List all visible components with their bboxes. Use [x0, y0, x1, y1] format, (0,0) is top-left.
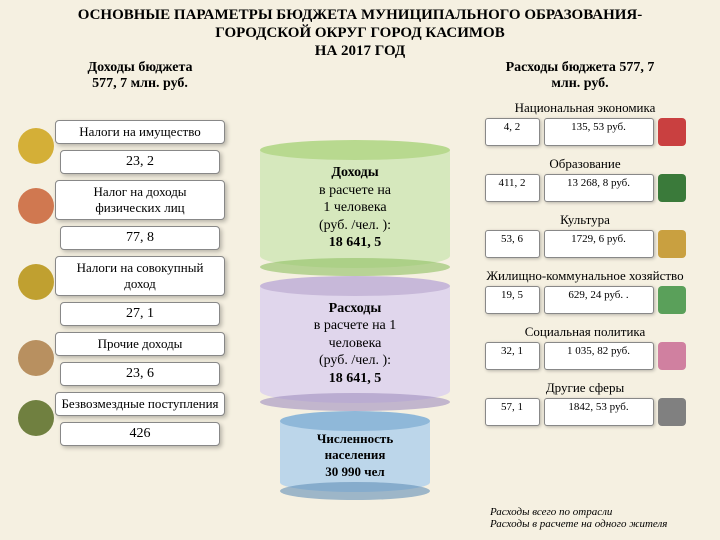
income-item: Налог на доходы физических лиц 77, 8	[20, 180, 230, 250]
income-sub1: в расчете на	[268, 182, 442, 200]
title-line2: ГОРОДСКОЙ ОКРУГ ГОРОД КАСИМОВ	[8, 24, 712, 42]
income-item: Прочие доходы 23, 6	[20, 332, 230, 386]
expense-total: 32, 1	[485, 342, 540, 370]
expense-total: 53, 6	[485, 230, 540, 258]
cyl-bot	[260, 393, 450, 411]
expense-item: Другие сферы 57, 11842, 53 руб.	[465, 380, 705, 426]
expense-item-title: Другие сферы	[465, 380, 705, 396]
income-val: 18 641, 5	[268, 234, 442, 252]
expense-item-values: 57, 11842, 53 руб.	[465, 398, 705, 426]
expense-total: 411, 2	[485, 174, 540, 202]
footnote-l2: Расходы в расчете на одного жителя	[490, 518, 700, 530]
income-categories: Налоги на имущество 23, 2 Налог на доходы …	[20, 120, 230, 452]
expense-sub3: (руб. /чел. ):	[268, 352, 442, 370]
expense-item-title: Национальная экономика	[465, 100, 705, 116]
expense-icon	[658, 342, 686, 370]
expense-per-capita-cylinder: Расходы в расчете на 1 человека (руб. /ч…	[260, 286, 450, 404]
income-item: Налоги на совокупный доход 27, 1	[20, 256, 230, 326]
income-item-label: Налоги на имущество	[55, 120, 225, 144]
expense-total: 4, 2	[485, 118, 540, 146]
expense-item: Жилищно-коммунальное хозяйство 19, 5629, …	[465, 268, 705, 314]
income-per-capita-cylinder: Доходы в расчете на 1 человека (руб. /че…	[260, 150, 450, 268]
expense-icon	[658, 398, 686, 426]
expense-sub2: человека	[268, 335, 442, 353]
expense-item-values: 32, 11 035, 82 руб.	[465, 342, 705, 370]
expense-icon	[658, 118, 686, 146]
income-item: Безвозмездные поступления 426	[20, 392, 230, 446]
expense-title: Расходы	[268, 300, 442, 318]
expense-per-capita: 135, 53 руб.	[544, 118, 654, 146]
expense-item-values: 19, 5629, 24 руб. .	[465, 286, 705, 314]
expense-item-title: Образование	[465, 156, 705, 172]
expense-total: 19, 5	[485, 286, 540, 314]
income-item-value: 23, 6	[60, 362, 220, 386]
expense-icon	[658, 286, 686, 314]
income-header: Доходы бюджета 577, 7 млн. руб.	[40, 60, 240, 92]
income-sub2: 1 человека	[268, 199, 442, 217]
expense-per-capita: 1 035, 82 руб.	[544, 342, 654, 370]
expense-per-capita: 1729, 6 руб.	[544, 230, 654, 258]
category-icon	[18, 264, 54, 300]
pop-val: 30 990 чел	[286, 464, 424, 480]
footnote: Расходы всего по отрасли Расходы в расче…	[490, 506, 700, 530]
expense-item: Образование 411, 213 268, 8 руб.	[465, 156, 705, 202]
expense-item-title: Жилищно-коммунальное хозяйство	[465, 268, 705, 284]
cyl-body: Расходы в расчете на 1 человека (руб. /ч…	[260, 286, 450, 404]
expense-item-title: Социальная политика	[465, 324, 705, 340]
category-icon	[18, 128, 54, 164]
population-cylinder: Численность населения 30 990 чел	[280, 421, 430, 492]
expense-sub1: в расчете на 1	[268, 317, 442, 335]
expense-icon	[658, 230, 686, 258]
expense-per-capita: 629, 24 руб. .	[544, 286, 654, 314]
income-item-label: Налог на доходы физических лиц	[55, 180, 225, 220]
category-icon	[18, 400, 54, 436]
expense-val: 18 641, 5	[268, 370, 442, 388]
income-header-l2: 577, 7 млн. руб.	[40, 76, 240, 92]
expense-icon	[658, 174, 686, 202]
expense-categories: Национальная экономика 4, 2135, 53 руб. Об…	[465, 100, 705, 436]
pop-sub: населения	[286, 447, 424, 463]
income-item-value: 27, 1	[60, 302, 220, 326]
title-line3: НА 2017 ГОД	[8, 42, 712, 60]
income-item-label: Прочие доходы	[55, 332, 225, 356]
cyl-bot	[260, 258, 450, 276]
income-item: Налоги на имущество 23, 2	[20, 120, 230, 174]
income-header-l1: Доходы бюджета	[40, 60, 240, 76]
expense-header-l1: Расходы бюджета 577, 7	[480, 60, 680, 76]
income-item-value: 426	[60, 422, 220, 446]
expense-item-values: 411, 213 268, 8 руб.	[465, 174, 705, 202]
expense-header-l2: млн. руб.	[480, 76, 680, 92]
income-item-label: Налоги на совокупный доход	[55, 256, 225, 296]
expense-item: Национальная экономика 4, 2135, 53 руб.	[465, 100, 705, 146]
cyl-top	[260, 140, 450, 160]
expense-item: Культура 53, 61729, 6 руб.	[465, 212, 705, 258]
cyl-top	[280, 411, 430, 431]
cyl-body: Доходы в расчете на 1 человека (руб. /че…	[260, 150, 450, 268]
income-title: Доходы	[268, 164, 442, 182]
pop-title: Численность	[286, 431, 424, 447]
expense-item-values: 4, 2135, 53 руб.	[465, 118, 705, 146]
expense-item-values: 53, 61729, 6 руб.	[465, 230, 705, 258]
expense-per-capita: 13 268, 8 руб.	[544, 174, 654, 202]
expense-per-capita: 1842, 53 руб.	[544, 398, 654, 426]
income-item-value: 23, 2	[60, 150, 220, 174]
cyl-bot	[280, 482, 430, 500]
income-item-label: Безвозмездные поступления	[55, 392, 225, 416]
expense-item-title: Культура	[465, 212, 705, 228]
category-icon	[18, 340, 54, 376]
income-item-value: 77, 8	[60, 226, 220, 250]
footnote-l1: Расходы всего по отрасли	[490, 506, 700, 518]
cyl-top	[260, 276, 450, 296]
expense-item: Социальная политика 32, 11 035, 82 руб.	[465, 324, 705, 370]
expense-header: Расходы бюджета 577, 7 млн. руб.	[480, 60, 680, 92]
category-icon	[18, 188, 54, 224]
title-line1: ОСНОВНЫЕ ПАРАМЕТРЫ БЮДЖЕТА МУНИЦИПАЛЬНОГ…	[8, 6, 712, 24]
income-sub3: (руб. /чел. ):	[268, 217, 442, 235]
per-capita-column: Доходы в расчете на 1 человека (руб. /че…	[250, 150, 460, 510]
expense-total: 57, 1	[485, 398, 540, 426]
